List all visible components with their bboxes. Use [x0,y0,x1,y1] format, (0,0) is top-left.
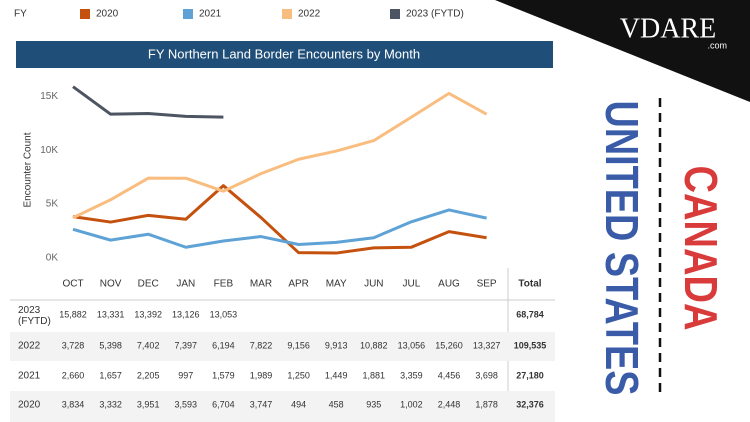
table-cell: 7,822 [250,340,273,350]
total-header: Total [518,279,541,290]
series-line [72,85,224,119]
logo-banner [495,0,750,102]
table-cell: 13,392 [134,309,162,319]
table-cell: 3,951 [137,399,160,409]
table-cell: 1,989 [250,370,273,380]
x-tick-label: NOV [100,279,122,290]
table-cell: 6,704 [212,399,235,409]
table-cell: 458 [329,399,344,409]
row-label: 2021 [18,371,41,382]
total-cell: 32,376 [516,399,544,409]
title-bar [16,41,553,68]
x-tick-label: MAR [250,279,272,290]
y-tick-label: 15K [40,91,58,102]
x-tick-label: JAN [176,279,195,290]
table-cell: 1,878 [475,399,498,409]
x-tick-label: SEP [477,279,497,290]
table-cell: 13,056 [398,340,426,350]
logo: VDARE [620,13,716,44]
x-tick-label: DEC [138,279,159,290]
row-label-line: 2023 [18,305,41,316]
x-tick-label: MAY [326,279,347,290]
row-label: 2022 [18,341,41,352]
table-cell: 3,834 [62,399,85,409]
country-right: CANADA [675,166,727,331]
legend-swatch [282,9,292,19]
y-tick-label: 5K [46,199,59,210]
table-cell: 3,593 [175,399,198,409]
table-cell: 1,657 [99,370,122,380]
legend-label: 2021 [199,9,222,20]
table-cell: 13,053 [210,309,238,319]
legend-swatch [183,9,193,19]
table-cell: 13,126 [172,309,200,319]
table-cell: 9,156 [287,340,310,350]
table-cell: 15,882 [59,309,87,319]
table-cell: 997 [178,370,193,380]
table-cell: 15,260 [435,340,463,350]
x-tick-label: JUL [403,279,421,290]
chart-title: FY Northern Land Border Encounters by Mo… [148,46,420,61]
total-cell: 68,784 [516,309,544,319]
total-cell: 27,180 [516,370,544,380]
total-cell: 109,535 [514,340,547,350]
table-cell: 13,327 [473,340,501,350]
row-background [10,391,555,422]
table-cell: 2,205 [137,370,160,380]
table-cell: 1,449 [325,370,348,380]
x-tick-label: FEB [214,279,234,290]
table-cell: 4,456 [438,370,461,380]
x-tick-label: APR [288,279,309,290]
table-cell: 7,402 [137,340,160,350]
y-axis-label: Encounter Count [23,132,34,207]
series-line [72,184,487,255]
legend-title: FY [14,9,27,20]
table-cell: 3,728 [62,340,85,350]
series-line [72,91,488,220]
table-cell: 9,913 [325,340,348,350]
table-cell: 2,660 [62,370,85,380]
table-cell: 1,250 [287,370,310,380]
y-tick-label: 10K [40,145,58,156]
table-cell: 3,332 [99,399,122,409]
legend-label: 2022 [298,9,321,20]
table-cell: 1,002 [400,399,423,409]
row-label: 2020 [18,400,41,411]
table-cell: 5,398 [99,340,122,350]
table-cell: 1,881 [363,370,386,380]
row-label: 2023 (FYTD) [18,305,51,327]
y-tick-label: 0K [46,253,59,264]
country-left: UNITED STATES [596,101,648,396]
table-cell: 6,194 [212,340,235,350]
table-cell: 13,331 [97,309,125,319]
legend-swatch [390,9,400,19]
table-cell: 3,359 [400,370,423,380]
x-tick-label: OCT [62,279,83,290]
row-label-line: (FYTD) [18,316,51,327]
table-cell: 10,882 [360,340,388,350]
series-line [72,208,487,249]
row-background [10,332,555,361]
table-cell: 2,448 [438,399,461,409]
legend-swatch [80,9,90,19]
legend-label: 2020 [96,9,119,20]
table-cell: 1,579 [212,370,235,380]
table-cell: 3,698 [475,370,498,380]
table-cell: 494 [291,399,306,409]
logo-suffix: .com [707,40,727,50]
legend-label: 2023 (FYTD) [406,9,464,20]
table-cell: 3,747 [250,399,273,409]
x-tick-label: JUN [364,279,383,290]
x-tick-label: AUG [438,279,460,290]
table-cell: 7,397 [175,340,198,350]
table-cell: 935 [366,399,381,409]
